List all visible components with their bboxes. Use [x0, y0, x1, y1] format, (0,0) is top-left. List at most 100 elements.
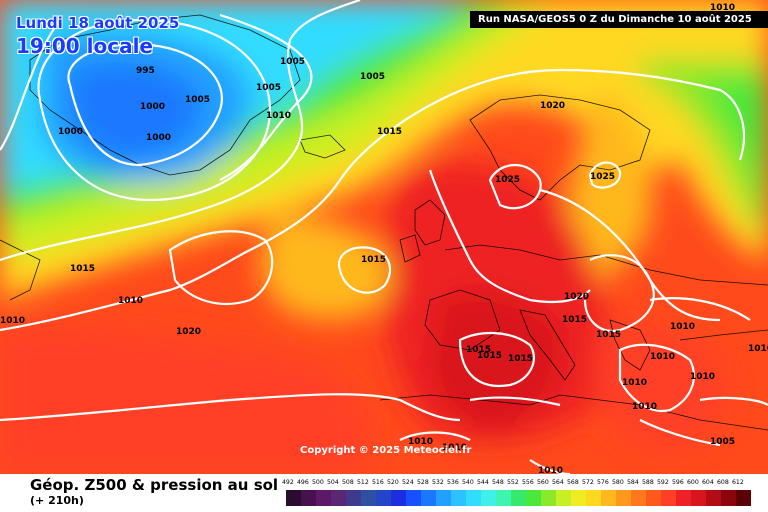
legend-label: 532 — [432, 479, 444, 486]
isobar-label: 1010 — [408, 437, 433, 447]
isobar-label: 1015 — [477, 351, 502, 361]
weather-map: 995 1000 1000 1000 1005 1005 1005 1005 1… — [0, 0, 768, 474]
legend-swatch — [661, 490, 676, 506]
isobar-label: 1015 — [70, 264, 95, 274]
isobar-label: 1005 — [710, 437, 735, 447]
legend-label: 492 — [282, 479, 294, 486]
legend-swatch — [496, 490, 511, 506]
legend-label: 580 — [612, 479, 624, 486]
legend-label: 520 — [387, 479, 399, 486]
legend-swatch — [436, 490, 451, 506]
isobar-label: 1020 — [176, 327, 201, 337]
legend-label: 556 — [522, 479, 534, 486]
legend-swatch — [601, 490, 616, 506]
legend-swatch — [586, 490, 601, 506]
legend-label: 604 — [702, 479, 714, 486]
legend-swatch — [406, 490, 421, 506]
legend-label: 496 — [297, 479, 309, 486]
isobar-label: 1025 — [590, 172, 615, 182]
copyright-notice: Copyright © 2025 Meteociel.fr — [300, 445, 472, 456]
isobar-label: 1015 — [377, 127, 402, 137]
isobar-labels: 995 1000 1000 1000 1005 1005 1005 1005 1… — [0, 3, 768, 474]
legend-label: 588 — [642, 479, 654, 486]
legend-swatch — [346, 490, 361, 506]
map-parameter-title: Géop. Z500 & pression au sol — [30, 476, 279, 494]
legend-label: 524 — [402, 479, 414, 486]
legend-swatch — [721, 490, 736, 506]
map-canvas: 995 1000 1000 1000 1005 1005 1005 1005 1… — [0, 0, 768, 474]
isobar-label: 1005 — [360, 72, 385, 82]
isobar-label: 1010 — [690, 372, 715, 382]
legend-swatch — [331, 490, 346, 506]
forecast-lead-time: (+ 210h) — [30, 494, 84, 507]
legend-label: 596 — [672, 479, 684, 486]
legend-label: 540 — [462, 479, 474, 486]
isobar-label: 1015 — [596, 330, 621, 340]
legend-swatch — [286, 490, 301, 506]
isobar-label: 1010 — [650, 352, 675, 362]
legend-swatch — [526, 490, 541, 506]
legend-swatch — [556, 490, 571, 506]
legend-label: 608 — [717, 479, 729, 486]
legend-swatch — [481, 490, 496, 506]
isobar-label: 1020 — [564, 292, 589, 302]
isobar-label: 1000 — [58, 127, 83, 137]
isobar-label: 1010 — [710, 3, 735, 13]
legend-label: 592 — [657, 479, 669, 486]
isobar-label: 1005 — [256, 83, 281, 93]
legend-label: 516 — [372, 479, 384, 486]
legend-swatch — [301, 490, 316, 506]
legend-swatch — [616, 490, 631, 506]
isobar-label: 1010 — [622, 378, 647, 388]
legend-swatch — [376, 490, 391, 506]
isobar-label: 1020 — [540, 101, 565, 111]
isobar-label: 1010 — [748, 344, 768, 354]
legend-label: 584 — [627, 479, 639, 486]
forecast-date: Lundi 18 août 2025 — [16, 14, 180, 32]
isobar-label: 1010 — [670, 322, 695, 332]
legend-swatch — [316, 490, 331, 506]
legend-label: 600 — [687, 479, 699, 486]
isobar-label: 1010 — [0, 316, 25, 326]
legend-label: 504 — [327, 479, 339, 486]
isobar-lines — [0, 0, 768, 474]
isobar-label: 1015 — [562, 315, 587, 325]
legend-label: 560 — [537, 479, 549, 486]
legend-swatch — [676, 490, 691, 506]
legend-label: 612 — [732, 479, 744, 486]
isobar-label: 1005 — [185, 95, 210, 105]
isobar-label: 1015 — [466, 345, 491, 355]
legend-swatch — [466, 490, 481, 506]
legend-swatch — [541, 490, 556, 506]
legend-label: 564 — [552, 479, 564, 486]
legend-swatch — [646, 490, 661, 506]
isobar-label: 1000 — [146, 133, 171, 143]
legend-swatch — [736, 490, 751, 506]
model-run-info: Run NASA/GEOS5 0 Z du Dimanche 10 août 2… — [470, 11, 768, 28]
isobar-label: 1010 — [118, 296, 143, 306]
isobar-label: 1015 — [361, 255, 386, 265]
isobar-label: 1010 — [442, 443, 467, 453]
isobar-label: 1000 — [140, 102, 165, 112]
legend-swatch — [451, 490, 466, 506]
legend-swatch — [421, 490, 436, 506]
legend-label: 544 — [477, 479, 489, 486]
isobar-label: 1005 — [280, 57, 305, 67]
forecast-time: 19:00 locale — [16, 34, 153, 58]
legend-swatch — [511, 490, 526, 506]
legend-label: 528 — [417, 479, 429, 486]
isobar-label: 1010 — [632, 402, 657, 412]
isobar-label: 1025 — [495, 175, 520, 185]
color-scale-legend: 492 496 500 504 508 512 516 520 524 528 532 536 540 5… — [282, 479, 751, 509]
legend-label: 536 — [447, 479, 459, 486]
legend-swatch — [706, 490, 721, 506]
isobar-label: 1010 — [266, 111, 291, 121]
legend-swatch — [361, 490, 376, 506]
legend-label: 572 — [582, 479, 594, 486]
legend-label: 500 — [312, 479, 324, 486]
legend-swatch — [691, 490, 706, 506]
isobar-label: 1015 — [508, 354, 533, 364]
legend-label: 548 — [492, 479, 504, 486]
legend-swatch — [391, 490, 406, 506]
isobar-label: 1010 — [538, 466, 563, 474]
